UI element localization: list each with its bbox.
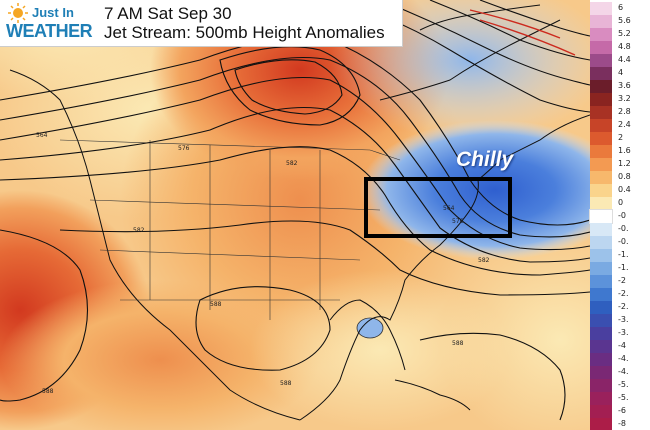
- contour-label: 588: [452, 340, 464, 347]
- color-scale-label: 3.2: [618, 94, 631, 103]
- negative-anomaly-northeast: [360, 120, 590, 260]
- coastlines: [9, 4, 590, 421]
- color-scale-label: -1.: [618, 250, 629, 259]
- color-scale-label: -5.: [618, 393, 629, 402]
- color-scale-label: 3.6: [618, 81, 631, 90]
- color-scale-label: -1.: [618, 263, 629, 272]
- color-scale-label: 0.8: [618, 172, 631, 181]
- color-scale-swatch: [590, 379, 612, 392]
- neutral-anomaly-atlantic: [440, 230, 590, 430]
- color-scale: 6 5.6 5.2 4.8 4.4 4 3.6 3.2 2.8 2.4 2 1.6 1.2 0.8 0.4 0…: [589, 0, 650, 430]
- color-scale-swatch: [590, 28, 612, 41]
- contour-label: 582: [478, 257, 490, 264]
- color-scale-label: 2.4: [618, 120, 631, 129]
- color-scale-label: 1.2: [618, 159, 631, 168]
- color-scale-swatch: [590, 80, 612, 93]
- color-scale-label: 0.4: [618, 185, 631, 194]
- brand-logo: Just In WEATHER: [4, 3, 96, 43]
- color-scale-label: -2.: [618, 302, 629, 311]
- color-scale-label: 4.4: [618, 55, 631, 64]
- color-scale-label: -0.: [618, 224, 629, 233]
- jet-core-lines: [469, 9, 576, 56]
- contour-label: 582: [133, 227, 145, 234]
- color-scale-swatch: [590, 340, 612, 353]
- brand-line-1: Just In: [32, 5, 74, 20]
- color-scale-swatch: [590, 145, 612, 158]
- contour-label: 576: [178, 145, 190, 152]
- color-scale-swatch: [590, 223, 612, 236]
- color-scale-label: 2.8: [618, 107, 631, 116]
- negative-anomaly-gulf: [356, 317, 384, 339]
- chilly-annotation: Chilly: [456, 148, 514, 171]
- color-scale-label: 4: [618, 68, 624, 77]
- contour-label: 588: [210, 301, 222, 308]
- political-borders: [59, 139, 401, 320]
- color-scale-swatch: [590, 106, 612, 119]
- color-scale-swatch: [590, 353, 612, 366]
- positive-anomaly-mexico: [0, 280, 320, 430]
- color-scale-swatch: [590, 236, 612, 249]
- color-scale-swatch: [590, 15, 612, 28]
- highlight-box: [364, 177, 512, 238]
- color-scale-label: -8: [618, 419, 626, 428]
- contour-label: 564: [443, 205, 455, 212]
- color-scale-swatch: [590, 392, 612, 405]
- color-scale-label: -0: [618, 211, 626, 220]
- color-scale-swatch: [590, 171, 612, 184]
- sun-icon: [8, 3, 28, 23]
- color-scale-swatch: [590, 2, 612, 15]
- contour-value-labels: 564 576 582 582 576 564 582 588 588 588 …: [36, 132, 490, 395]
- color-scale-swatch: [590, 41, 612, 54]
- color-scale-label: 5.2: [618, 29, 631, 38]
- color-scale-swatch: [590, 314, 612, 327]
- color-scale-swatch: [590, 301, 612, 314]
- contour-label: 564: [36, 132, 48, 139]
- color-scale-swatch: [590, 418, 612, 430]
- color-scale-label: -3.: [618, 328, 629, 337]
- contour-label: 588: [280, 380, 292, 387]
- color-scale-label: 2: [618, 133, 624, 142]
- contour-label: 588: [42, 388, 54, 395]
- color-scale-label: 0: [618, 198, 624, 207]
- color-scale-label: -2.: [618, 289, 629, 298]
- color-scale-label: -4.: [618, 354, 629, 363]
- color-scale-swatch: [590, 184, 612, 197]
- color-scale-label: -4.: [618, 367, 629, 376]
- color-scale-swatch: [590, 249, 612, 262]
- map-title-time: 7 AM Sat Sep 30: [104, 4, 232, 23]
- color-scale-swatch: [589, 209, 613, 224]
- color-scale-label: 6: [618, 3, 624, 12]
- color-scale-swatch: [590, 119, 612, 132]
- color-scale-label: -2: [618, 276, 626, 285]
- color-scale-swatch: [590, 54, 612, 67]
- color-scale-swatch: [590, 262, 612, 275]
- color-scale-label: -3.: [618, 315, 629, 324]
- color-scale-swatch: [590, 327, 612, 340]
- contour-label: 582: [286, 160, 298, 167]
- color-scale-label: -5.: [618, 380, 629, 389]
- color-scale-label: -0.: [618, 237, 629, 246]
- contour-label: 576: [452, 218, 464, 225]
- color-scale-swatch: [590, 197, 612, 210]
- brand-line-2: WEATHER: [6, 21, 93, 41]
- color-scale-swatch: [590, 405, 612, 418]
- map-title-description: Jet Stream: 500mb Height Anomalies: [104, 23, 385, 42]
- color-scale-label: -4: [618, 341, 626, 350]
- color-scale-label: 4.8: [618, 42, 631, 51]
- color-scale-swatch: [590, 132, 612, 145]
- color-scale-label: 5.6: [618, 16, 631, 25]
- color-scale-swatch: [590, 93, 612, 106]
- color-scale-swatch: [590, 275, 612, 288]
- color-scale-label: -6: [618, 406, 626, 415]
- color-scale-swatch: [590, 288, 612, 301]
- color-scale-label: 1.6: [618, 146, 631, 155]
- color-scale-swatch: [590, 366, 612, 379]
- color-scale-swatch: [590, 67, 612, 80]
- color-scale-swatch: [590, 158, 612, 171]
- title-panel: Just In WEATHER 7 AM Sat Sep 30 Jet Stre…: [0, 0, 403, 47]
